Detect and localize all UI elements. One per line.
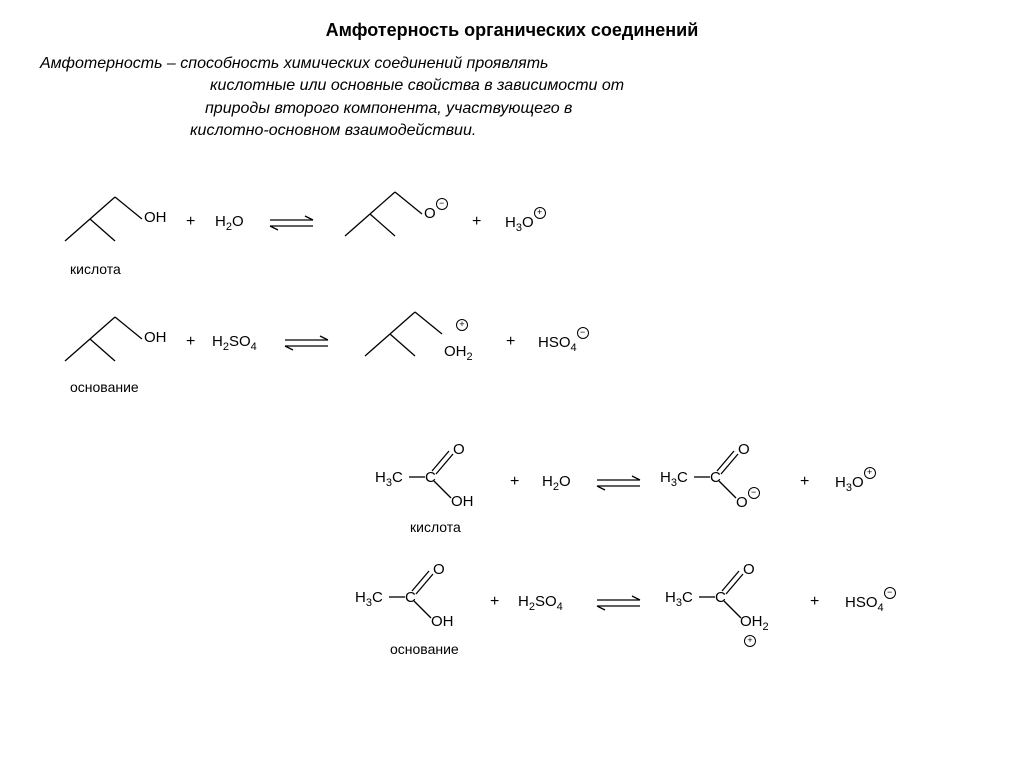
h2so4-2: H2SO4 bbox=[518, 593, 563, 613]
definition-block: Амфотерность – способность химических со… bbox=[40, 53, 984, 143]
def-line-4: кислотно-основном взаимодействии. bbox=[40, 120, 984, 142]
oh-label-1: OH bbox=[144, 209, 167, 226]
h2o-1: H2O bbox=[215, 213, 244, 233]
eq-arrow-2 bbox=[280, 336, 335, 352]
plus-5: + bbox=[510, 473, 519, 491]
page-title: Амфотерность органических соединений bbox=[40, 20, 984, 41]
o-minus-2: O− bbox=[736, 493, 760, 511]
c-1: C bbox=[425, 469, 436, 486]
plus-6: + bbox=[800, 473, 809, 491]
hso4-1: HSO4− bbox=[538, 333, 589, 354]
hso4-2: HSO4− bbox=[845, 593, 896, 614]
eq-arrow-3 bbox=[592, 476, 647, 492]
oh-4: OH bbox=[431, 613, 454, 630]
reaction-area: OH + H2O O− + H3O+ кислота OH + H2SO4 bbox=[40, 161, 980, 721]
eq-arrow-1 bbox=[265, 216, 320, 232]
h3c-1: H3C bbox=[375, 469, 403, 489]
def-line-2: кислотные или основные свойства в зависи… bbox=[40, 75, 984, 97]
o-minus-1: O− bbox=[424, 204, 448, 222]
c-3: C bbox=[405, 589, 416, 606]
c-4: C bbox=[715, 589, 726, 606]
o-dbl-4: O bbox=[743, 561, 755, 578]
plus-4: + bbox=[506, 333, 515, 351]
o-dbl-1: O bbox=[453, 441, 465, 458]
base-label-1: основание bbox=[70, 379, 139, 395]
c-2: C bbox=[710, 469, 721, 486]
o-dbl-2: O bbox=[738, 441, 750, 458]
oh2-plus-2: OH2+ bbox=[740, 613, 769, 651]
base-label-2: основание bbox=[390, 641, 459, 657]
h3c-4: H3C bbox=[665, 589, 693, 609]
def-line-3: природы второго компонента, участвующего… bbox=[40, 98, 984, 120]
plus-2: + bbox=[472, 213, 481, 231]
acid-label-2: кислота bbox=[410, 519, 461, 535]
def-line-1: Амфотерность – способность химических со… bbox=[40, 53, 984, 75]
h3o-plus-1: H3O+ bbox=[505, 213, 546, 234]
h3o-2: H3O+ bbox=[835, 473, 876, 494]
acid-label-1: кислота bbox=[70, 261, 121, 277]
oh-3: OH bbox=[451, 493, 474, 510]
plus-1: + bbox=[186, 213, 195, 231]
h2so4-1: H2SO4 bbox=[212, 333, 257, 353]
plus-7: + bbox=[490, 593, 499, 611]
h3c-2: H3C bbox=[660, 469, 688, 489]
plus-3: + bbox=[186, 333, 195, 351]
eq-arrow-4 bbox=[592, 596, 647, 612]
oh-label-2: OH bbox=[144, 329, 167, 346]
h3c-3: H3C bbox=[355, 589, 383, 609]
oh2-plus-1: +OH2 bbox=[444, 325, 473, 363]
plus-8: + bbox=[810, 593, 819, 611]
o-dbl-3: O bbox=[433, 561, 445, 578]
h2o-2: H2O bbox=[542, 473, 571, 493]
